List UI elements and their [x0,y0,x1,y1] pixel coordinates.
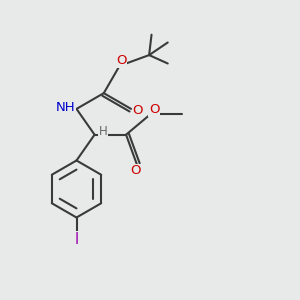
Text: O: O [149,103,160,116]
Text: H: H [99,124,107,138]
Text: NH: NH [55,101,75,114]
Text: I: I [74,232,79,247]
Text: O: O [132,103,143,117]
Text: O: O [116,54,126,67]
Text: O: O [130,164,141,177]
